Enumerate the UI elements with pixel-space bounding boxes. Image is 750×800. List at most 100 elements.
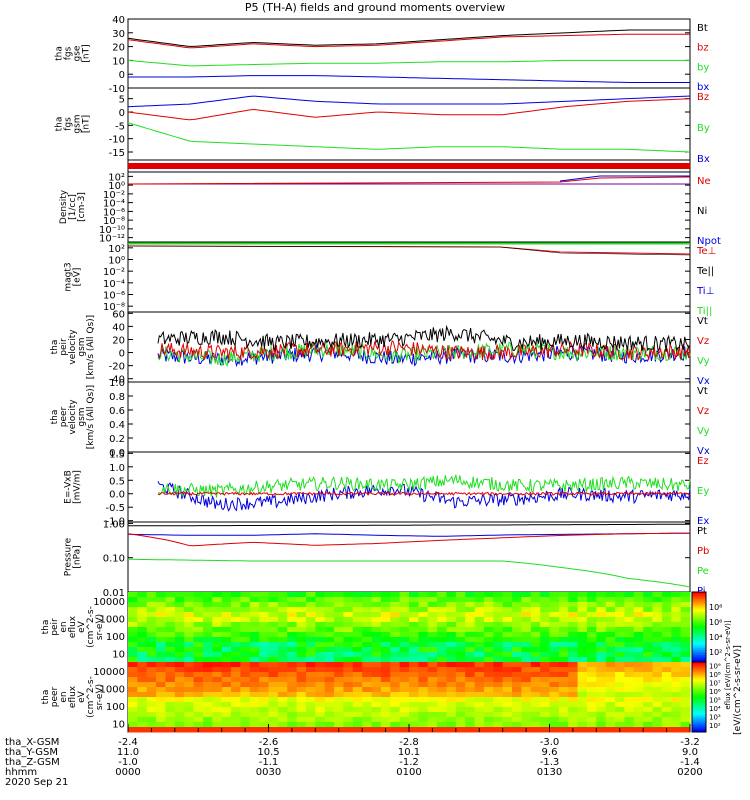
heatmap-cell — [596, 672, 607, 678]
heatmap-cell — [193, 652, 204, 658]
heatmap-cell — [174, 592, 185, 598]
heatmap-cell — [455, 682, 466, 688]
heatmap-cell — [362, 687, 373, 693]
heatmap-cell — [483, 667, 494, 673]
heatmap-cell — [577, 657, 588, 663]
heatmap-cell — [530, 637, 541, 643]
heatmap-cell — [633, 692, 644, 698]
colorbar-segment — [692, 672, 706, 675]
y-axis-label: (cm^2-s- — [86, 676, 96, 718]
heatmap-cell — [371, 622, 382, 628]
heatmap-cell — [221, 617, 232, 623]
heatmap-cell — [362, 647, 373, 653]
heatmap-cell — [324, 647, 335, 653]
heatmap-cell — [277, 657, 288, 663]
heatmap-cell — [268, 597, 279, 603]
heatmap-cell — [259, 642, 269, 648]
heatmap-cell — [624, 657, 635, 663]
heatmap-cell — [315, 592, 326, 598]
heatmap-cell — [343, 667, 354, 673]
heatmap-cell — [362, 652, 373, 658]
heatmap-cell — [568, 717, 579, 723]
heatmap-cell — [661, 677, 672, 683]
heatmap-cell — [259, 657, 269, 663]
heatmap-cell — [615, 637, 625, 643]
legend-Vt: Vt — [697, 386, 708, 397]
heatmap-cell — [249, 722, 260, 728]
heatmap-cell — [390, 642, 401, 648]
heatmap-cell — [380, 597, 391, 603]
heatmap-cell — [268, 717, 279, 723]
heatmap-cell — [474, 617, 485, 623]
heatmap-cell — [558, 617, 569, 623]
series-By — [127, 122, 691, 153]
heatmap-cell — [343, 627, 354, 633]
heatmap-cell — [240, 662, 251, 668]
heatmap-cell — [352, 672, 363, 678]
colorbar-tick: 10⁹ — [709, 663, 721, 671]
heatmap-cell — [502, 627, 513, 633]
heatmap-cell — [315, 637, 326, 643]
heatmap-cell — [586, 687, 597, 693]
heatmap-cell — [268, 652, 279, 658]
heatmap-cell — [652, 597, 663, 603]
heatmap-cell — [568, 597, 579, 603]
heatmap-cell — [399, 612, 410, 618]
heatmap-cell — [633, 677, 644, 683]
heatmap-cell — [128, 722, 138, 728]
heatmap-cell — [671, 717, 682, 723]
heatmap-cell — [474, 712, 485, 718]
heatmap-cell — [465, 722, 476, 728]
heatmap-cell — [174, 652, 185, 658]
colorbar-segment — [692, 621, 706, 624]
heatmap-cell — [455, 642, 466, 648]
heatmap-cell — [174, 647, 185, 653]
heatmap-cell — [437, 662, 447, 668]
heatmap-cell — [137, 707, 148, 713]
heatmap-cell — [483, 727, 494, 733]
heatmap-cell — [315, 672, 326, 678]
heatmap-cell — [240, 642, 251, 648]
heatmap-cell — [128, 677, 138, 683]
heatmap-cell — [137, 682, 148, 688]
heatmap-cell — [221, 597, 232, 603]
y-tick-label: 10⁻¹² — [99, 234, 125, 245]
heatmap-cell — [605, 627, 616, 633]
heatmap-cell — [643, 702, 654, 708]
heatmap-cell — [483, 607, 494, 613]
heatmap-cell — [259, 667, 269, 673]
heatmap-cell — [549, 672, 560, 678]
heatmap-cell — [680, 662, 691, 668]
heatmap-cell — [474, 722, 485, 728]
heatmap-cell — [380, 632, 391, 638]
heatmap-cell — [605, 602, 616, 608]
heatmap-cell — [146, 602, 157, 608]
heatmap-cell — [465, 687, 476, 693]
heatmap-cell — [530, 692, 541, 698]
heatmap-cell — [624, 712, 635, 718]
heatmap-cell — [324, 712, 335, 718]
heatmap-cell — [586, 672, 597, 678]
heatmap-cell — [540, 692, 550, 698]
heatmap-cell — [521, 712, 532, 718]
heatmap-cell — [540, 657, 550, 663]
heatmap-cell — [418, 662, 429, 668]
heatmap-cell — [455, 592, 466, 598]
heatmap-cell — [661, 687, 672, 693]
colorbar-segment — [692, 679, 706, 682]
heatmap-cell — [334, 652, 344, 658]
heatmap-cell — [296, 652, 307, 658]
heatmap-cell — [296, 627, 307, 633]
heatmap-cell — [156, 662, 166, 668]
heatmap-cell — [193, 592, 204, 598]
heatmap-cell — [577, 592, 588, 598]
heatmap-cell — [137, 667, 148, 673]
heatmap-cell — [277, 642, 288, 648]
heatmap-cell — [474, 672, 485, 678]
heatmap-cell — [512, 662, 522, 668]
heatmap-cell — [483, 632, 494, 638]
heatmap-cell — [128, 592, 138, 598]
heatmap-cell — [146, 707, 157, 713]
heatmap-cell — [315, 602, 326, 608]
heatmap-cell — [390, 657, 401, 663]
